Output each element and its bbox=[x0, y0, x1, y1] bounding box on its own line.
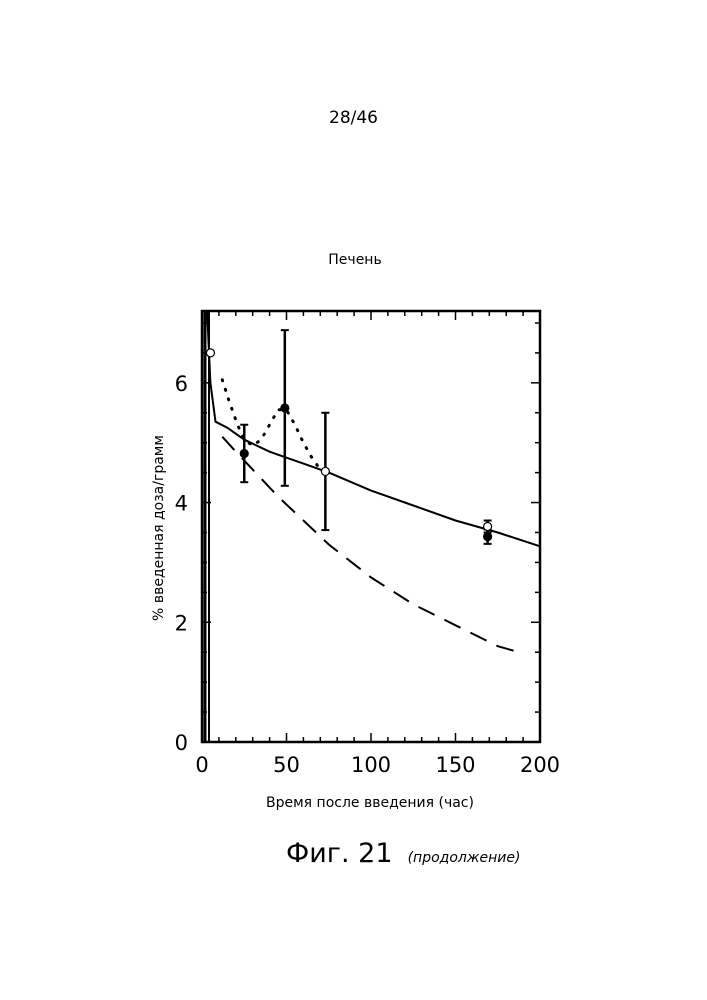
filled-point-marker bbox=[240, 449, 248, 457]
x-tick-labels: 0 50 100 150 200 bbox=[195, 753, 560, 777]
series-layer bbox=[207, 311, 540, 653]
figure-caption-main: Фиг. 21 bbox=[286, 838, 393, 869]
y-tick-label: 4 bbox=[175, 492, 188, 516]
series-solid-line bbox=[207, 311, 540, 546]
open-point-marker bbox=[484, 523, 492, 531]
open-point-marker bbox=[206, 349, 214, 357]
series-dotted-line bbox=[222, 380, 325, 473]
open-point-marker bbox=[321, 467, 329, 475]
x-tick-label: 100 bbox=[351, 753, 391, 777]
x-tick-label: 50 bbox=[273, 753, 300, 777]
y-tick-labels: 0 2 4 6 bbox=[175, 372, 188, 755]
y-tick-label: 2 bbox=[175, 611, 188, 635]
data-points bbox=[206, 330, 491, 544]
chart-title: Печень bbox=[328, 252, 381, 268]
x-tick-label: 0 bbox=[195, 753, 208, 777]
figure-caption-note: (продолжение) bbox=[408, 850, 521, 866]
x-tick-label: 200 bbox=[520, 753, 560, 777]
filled-point-marker bbox=[484, 533, 492, 541]
x-tick-label: 150 bbox=[435, 753, 475, 777]
y-axis-label: % введенная доза/грамм bbox=[151, 435, 167, 621]
x-axis-label: Время после введения (час) bbox=[266, 795, 474, 811]
figure-caption: Фиг. 21 (продолжение) bbox=[286, 838, 520, 869]
y-tick-label: 0 bbox=[175, 731, 188, 755]
series-dashed-line bbox=[222, 437, 523, 654]
y-tick-label: 6 bbox=[175, 372, 188, 396]
filled-point-marker bbox=[281, 404, 289, 412]
